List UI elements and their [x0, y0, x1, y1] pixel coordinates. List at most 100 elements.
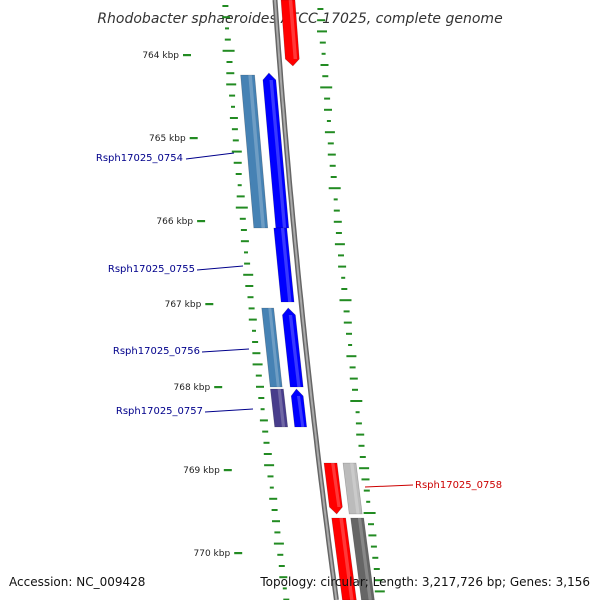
- gc-dot: [356, 433, 365, 436]
- cds-0757-shine: [297, 396, 305, 427]
- feature-0754[interactable]: [240, 74, 269, 229]
- gene-leader-line: [364, 484, 414, 488]
- gc-dot: [343, 310, 350, 313]
- gc-dot: [335, 232, 342, 234]
- gc-dot: [235, 206, 248, 209]
- tick-mark: [223, 469, 232, 472]
- gc-dot: [240, 229, 247, 231]
- cds-0757[interactable]: [290, 388, 308, 428]
- cds-reverse-bottom[interactable]: [331, 517, 357, 600]
- gc-dot: [279, 576, 288, 579]
- gc-dot: [333, 209, 340, 212]
- gc-dot: [243, 273, 254, 276]
- gc-dot: [327, 153, 336, 156]
- gc-dot: [235, 173, 242, 175]
- map-title: Rhodobacter sphaeroides ATCC 17025, comp…: [97, 11, 502, 27]
- gc-dot: [319, 41, 326, 44]
- tick-mark: [234, 552, 243, 555]
- gc-dot: [252, 341, 259, 343]
- gc-dot: [363, 489, 370, 492]
- tick-mark: [183, 54, 191, 57]
- gc-dot: [321, 52, 326, 55]
- gc-dot: [240, 240, 249, 243]
- gc-dot: [231, 150, 242, 153]
- gc-dot: [355, 422, 362, 425]
- gc-dot: [233, 161, 242, 164]
- tick-mark: [189, 137, 198, 140]
- cds-0756-shine: [288, 315, 301, 387]
- feature-0757-shine: [277, 389, 286, 427]
- gc-dot: [252, 363, 263, 366]
- gene-leader-line: [185, 152, 235, 160]
- tick-label: 764 kbp: [142, 51, 179, 61]
- gc-dot: [256, 385, 264, 388]
- gc-dot: [247, 296, 254, 299]
- gc-dot: [349, 366, 356, 369]
- gc-dot: [355, 411, 360, 414]
- gc-dot: [358, 444, 365, 447]
- cds-0758[interactable]: [323, 462, 343, 515]
- tick-label: 766 kbp: [156, 217, 193, 227]
- feature-0754-shine: [248, 75, 265, 228]
- tick-mark: [205, 303, 214, 306]
- gc-dot: [373, 568, 380, 570]
- gc-dot: [258, 397, 265, 399]
- gc-dot: [349, 377, 358, 380]
- gc-dot: [269, 486, 274, 489]
- gene-label[interactable]: Rsph17025_0755: [108, 264, 195, 275]
- gc-dot: [374, 590, 385, 593]
- gc-dot: [252, 352, 261, 355]
- feature-0756[interactable]: [261, 307, 283, 388]
- cds-reverse-top[interactable]: [280, 0, 300, 67]
- gc-dot: [225, 27, 229, 30]
- gc-dot: [324, 97, 331, 100]
- gc-dot: [352, 388, 358, 391]
- gc-dot: [237, 184, 242, 187]
- gc-dot: [226, 83, 237, 86]
- gc-dot: [338, 254, 344, 257]
- gc-dot: [359, 456, 366, 458]
- tick-label: 769 kbp: [183, 466, 220, 476]
- gc-dot: [283, 598, 290, 600]
- gc-dot: [346, 355, 357, 358]
- gc-dot: [248, 307, 255, 310]
- gc-dot: [231, 128, 238, 131]
- cds-0758-shine: [331, 463, 341, 507]
- gc-dot: [317, 19, 326, 22]
- gene-label[interactable]: Rsph17025_0756: [113, 346, 200, 357]
- gene-label[interactable]: Rsph17025_0754: [96, 153, 183, 164]
- cds-0754-shine: [269, 80, 287, 228]
- gc-dot: [338, 265, 347, 268]
- gc-dot: [273, 542, 284, 545]
- tick-labels: 764 kbp 765 kbp 766 kbp 767 kbp 768 kbp 769 k…: [142, 51, 243, 559]
- gc-dot: [333, 198, 338, 201]
- gc-dot: [348, 344, 353, 346]
- gc-dot: [222, 5, 229, 7]
- cds-reverse-top-shine: [288, 0, 298, 59]
- feature-0758-shine: [350, 463, 360, 514]
- feature-0757[interactable]: [270, 388, 289, 428]
- gc-dot: [248, 318, 257, 321]
- gc-dot: [330, 176, 337, 178]
- tick-mark: [197, 220, 206, 223]
- gene-labels: Rsph17025_0754 Rsph17025_0755 Rsph17025_07…: [96, 152, 502, 491]
- cds-0755[interactable]: [273, 227, 295, 303]
- gene-label[interactable]: Rsph17025_0758: [415, 480, 502, 491]
- feature-reverse-bottom[interactable]: [350, 517, 375, 600]
- gc-dot: [222, 49, 235, 52]
- gc-dot: [224, 38, 231, 41]
- feature-0758[interactable]: [342, 462, 363, 515]
- gc-dot: [277, 553, 284, 556]
- gc-dot: [334, 243, 345, 246]
- gc-dot: [370, 545, 377, 548]
- gc-dot: [327, 142, 334, 145]
- gc-dot: [359, 467, 370, 470]
- cds-0756[interactable]: [282, 307, 304, 388]
- gc-dot: [239, 217, 246, 220]
- gc-dot: [274, 531, 281, 534]
- gc-dot: [244, 262, 251, 265]
- gene-label[interactable]: Rsph17025_0757: [116, 406, 203, 417]
- gc-dot: [324, 131, 335, 134]
- gc-dot: [260, 408, 265, 411]
